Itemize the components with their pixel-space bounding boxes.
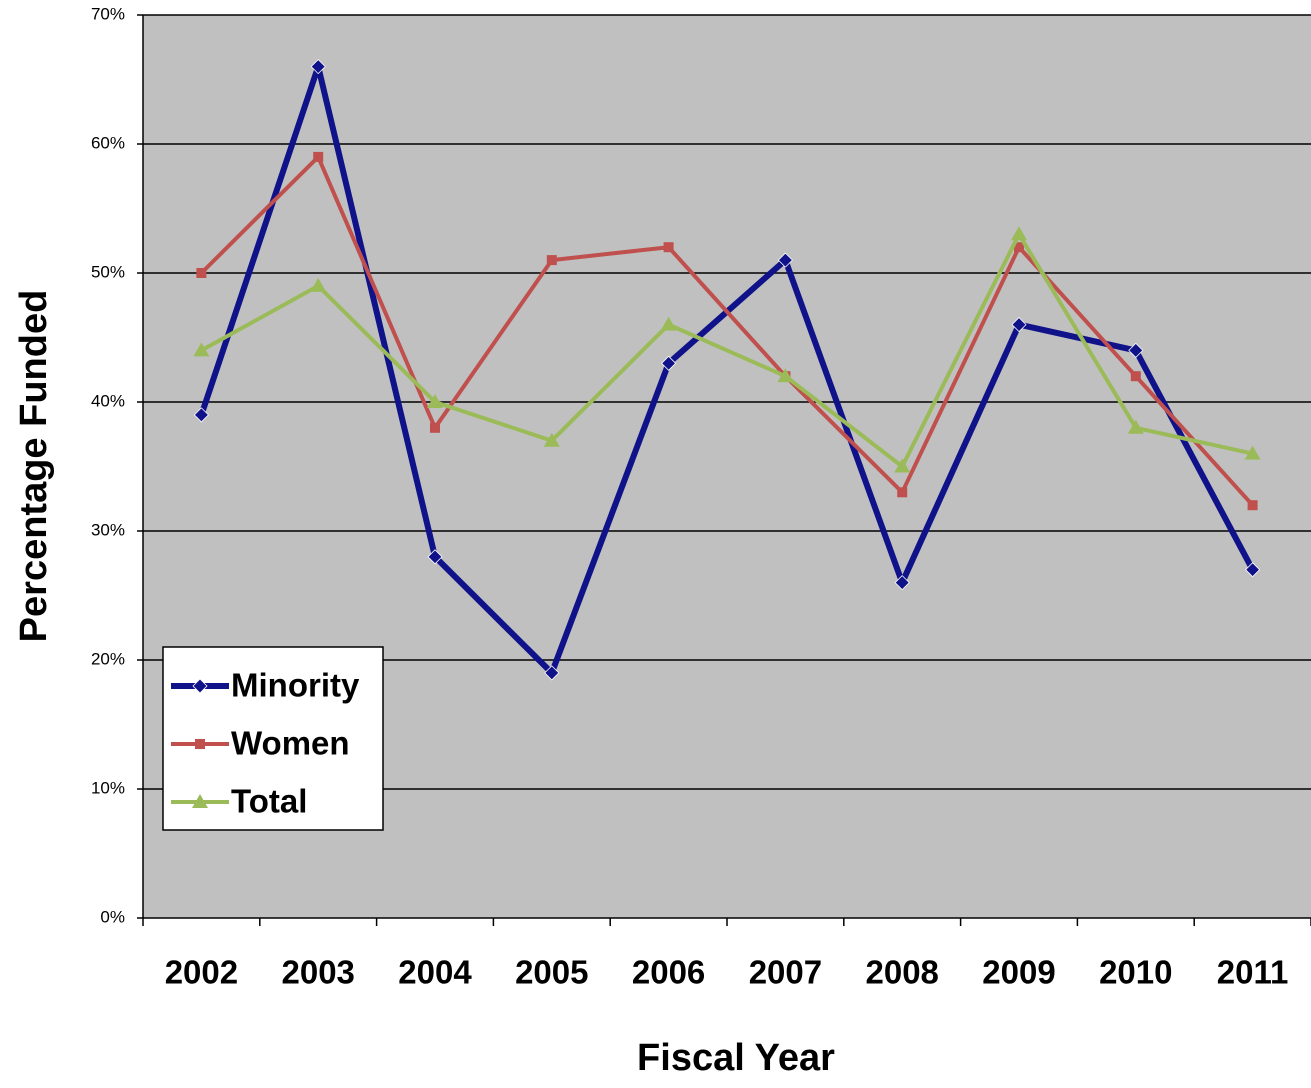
legend-label: Total — [231, 783, 307, 820]
marker — [193, 342, 210, 357]
marker — [310, 59, 326, 75]
marker — [313, 151, 324, 162]
x-tick-label: 2010 — [1099, 954, 1172, 991]
marker — [310, 277, 327, 292]
y-tick-label: 70% — [91, 4, 125, 23]
x-tick-label: 2005 — [515, 954, 588, 991]
marker — [1127, 419, 1144, 434]
x-tick-label: 2003 — [281, 954, 354, 991]
legend-label: Minority — [231, 667, 360, 704]
marker — [660, 316, 677, 331]
marker — [663, 242, 674, 253]
legend-label: Women — [231, 725, 350, 762]
marker — [192, 794, 208, 808]
x-tick-label: 2008 — [865, 954, 938, 991]
x-tick-label: 2011 — [1217, 954, 1289, 991]
marker — [1011, 226, 1027, 241]
marker — [661, 355, 677, 371]
marker — [546, 255, 557, 266]
marker — [427, 549, 443, 565]
x-tick-label: 2006 — [632, 954, 705, 991]
marker — [1011, 317, 1027, 333]
marker — [777, 368, 794, 383]
marker — [195, 739, 205, 749]
marker — [1247, 500, 1258, 511]
marker — [193, 407, 209, 423]
y-tick-label: 20% — [91, 649, 125, 668]
marker — [1130, 371, 1141, 382]
marker — [196, 268, 207, 278]
x-tick-label: 2002 — [165, 954, 238, 991]
marker — [543, 432, 560, 447]
marker — [897, 487, 908, 498]
x-tick-label: 2009 — [982, 954, 1055, 991]
y-axis-title: Percentage Funded — [13, 290, 55, 643]
y-tick-label: 40% — [91, 391, 125, 410]
x-tick-label: 2007 — [749, 954, 822, 991]
marker — [430, 422, 440, 433]
y-tick-label: 30% — [91, 520, 125, 539]
marker — [192, 678, 208, 694]
marker — [894, 458, 911, 473]
marker — [1014, 242, 1024, 253]
marker — [427, 394, 443, 408]
series-line — [200, 232, 1254, 469]
series-line — [199, 154, 1255, 507]
y-tick-label: 50% — [91, 262, 125, 281]
y-tick-label: 10% — [91, 778, 125, 797]
x-axis-title: Fiscal Year — [637, 1037, 835, 1079]
y-tick-label: 60% — [91, 133, 125, 152]
marker — [1244, 445, 1261, 460]
legend: Minority Women Total — [162, 646, 384, 831]
marker — [1128, 342, 1144, 358]
marker — [777, 252, 793, 268]
y-tick-label: 0% — [100, 907, 125, 926]
marker — [544, 665, 560, 681]
x-tick-label: 2004 — [398, 954, 472, 991]
marker — [894, 575, 910, 591]
marker — [1245, 562, 1261, 578]
